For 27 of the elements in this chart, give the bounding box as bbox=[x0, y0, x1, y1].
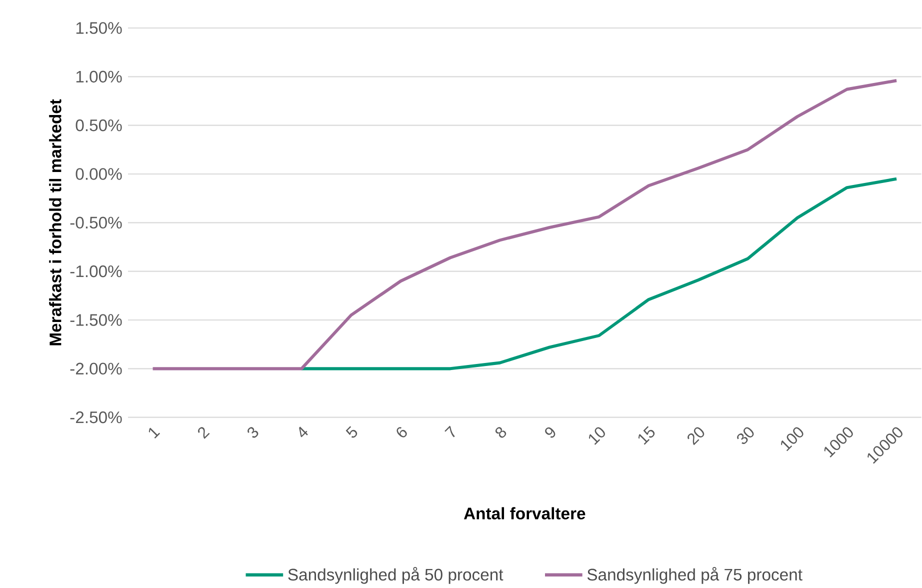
y-tick-label: -1.50% bbox=[70, 314, 122, 326]
x-tick-label: 10 bbox=[588, 427, 605, 445]
y-tick-label: 1.50% bbox=[76, 22, 122, 34]
x-tick-label: 1 bbox=[148, 428, 160, 438]
x-tick-label: 8 bbox=[495, 427, 506, 438]
x-tick-label: 20 bbox=[688, 427, 704, 446]
x-tick-label: 6 bbox=[396, 427, 407, 438]
legend-label: Sandsynlighed på 50 procent bbox=[288, 566, 504, 584]
y-tick-label: -2.00% bbox=[70, 362, 122, 375]
legend-label: Sandsynlighed på 75 procent bbox=[587, 566, 802, 584]
x-tick-label: 5 bbox=[346, 426, 358, 438]
y-tick-label: -0.50% bbox=[70, 216, 122, 229]
x-tick-label: 30 bbox=[737, 427, 754, 444]
y-tick-label: 0.50% bbox=[76, 119, 122, 132]
y-tick-label: 1.00% bbox=[76, 70, 122, 83]
x-tick-label: 15 bbox=[638, 426, 655, 445]
y-axis-title: Merafkast i forhold til markedet bbox=[49, 99, 62, 346]
x-tick-label: 100 bbox=[780, 427, 804, 452]
x-tick-label: 9 bbox=[545, 427, 556, 438]
x-tick-label: 2 bbox=[198, 427, 210, 439]
x-tick-label: 3 bbox=[248, 427, 258, 438]
y-tick-label: 0.00% bbox=[76, 168, 122, 180]
x-axis-title: Antal forvaltere bbox=[464, 507, 586, 520]
x-tick-label: 4 bbox=[299, 426, 308, 438]
y-tick-label: -1.00% bbox=[70, 265, 122, 278]
y-tick-label: -2.50% bbox=[70, 411, 122, 424]
x-tick-label: 7 bbox=[444, 426, 455, 438]
